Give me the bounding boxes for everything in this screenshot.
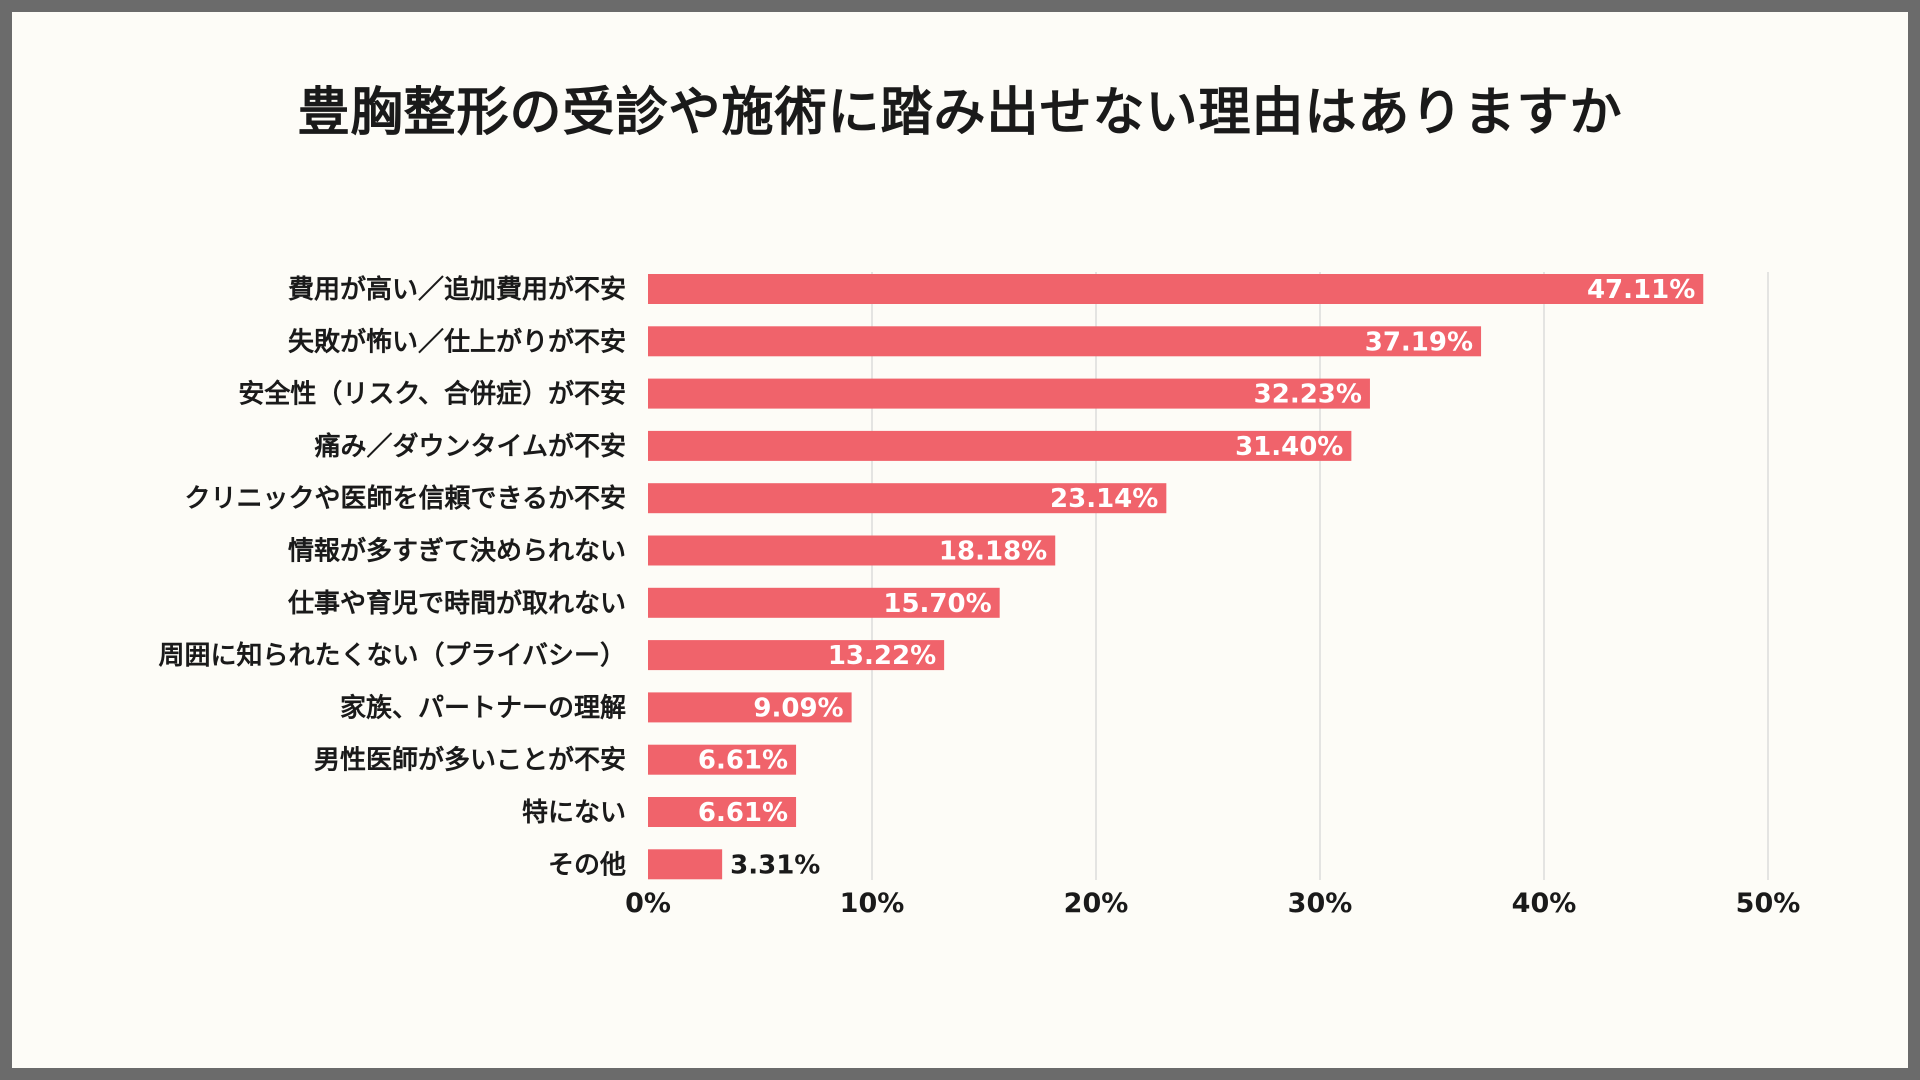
bar-value-label: 13.22% [828,641,936,671]
bar [648,640,945,671]
category-label: 費用が高い／追加費用が不安 [288,274,626,305]
category-label: クリニックや医師を信頼できるか不安 [185,484,626,514]
bar-value-label: 47.11% [1587,275,1695,305]
x-tick-label: 0% [625,888,671,919]
bar [648,692,852,723]
bar [648,430,1352,461]
bar-value-label: 15.70% [883,589,991,619]
x-axis-ticks: 0% 10% 20% 30% 40% 50% [625,888,1800,919]
bar-value-label: 6.61% [698,746,788,776]
category-label: 男性医師が多いことが不安 [314,745,626,776]
bar [648,587,1000,618]
category-label: 失敗が怖い／仕上がりが不安 [288,326,626,357]
x-tick-label: 20% [1064,888,1129,919]
category-label: 家族、パートナーの理解 [340,692,626,723]
bar [648,326,1482,357]
bar-value-label: 18.18% [939,537,1047,567]
chart-title: 豊胸整形の受診や施術に踏み出せない理由はありますか [297,83,1623,143]
bar-value-label: 6.61% [698,798,788,828]
bar [648,378,1370,409]
bar [648,483,1167,514]
grid-lines [871,272,1769,880]
bar [648,744,797,775]
x-tick-label: 40% [1512,888,1577,919]
category-label: 周囲に知られたくない（プライバシー） [159,641,626,671]
category-label: 情報が多すぎて決められない [288,536,626,567]
bar [648,797,797,827]
bars: 47.11% 37.19%32.23% 31.40% 23.14%18.18% 15.7… [648,274,1704,880]
bar-value-label: 31.40% [1235,432,1343,462]
x-tick-label: 50% [1736,888,1801,919]
bar-value-label: 23.14% [1050,484,1158,514]
category-label: 安全性（リスク、合併症）が不安 [238,379,626,410]
bar-value-label: 3.31% [730,850,820,880]
bar [648,849,723,880]
category-labels: 費用が高い／追加費用が不安失敗が怖い／仕上がりが不安安全性（リスク、合併症）が不… [159,274,626,880]
category-label: 仕事や育児で時間が取れない [287,588,626,619]
category-label: その他 [548,850,626,880]
bar-value-label: 37.19% [1365,327,1473,357]
x-tick-label: 30% [1288,888,1353,919]
bar [648,535,1056,566]
bar [648,274,1704,304]
category-label: 痛み／ダウンタイムが不安 [315,431,626,462]
category-label: 特にない [522,797,626,828]
x-tick-label: 10% [840,888,905,919]
bar-value-label: 9.09% [753,693,843,723]
bar-value-label: 32.23% [1254,380,1362,410]
